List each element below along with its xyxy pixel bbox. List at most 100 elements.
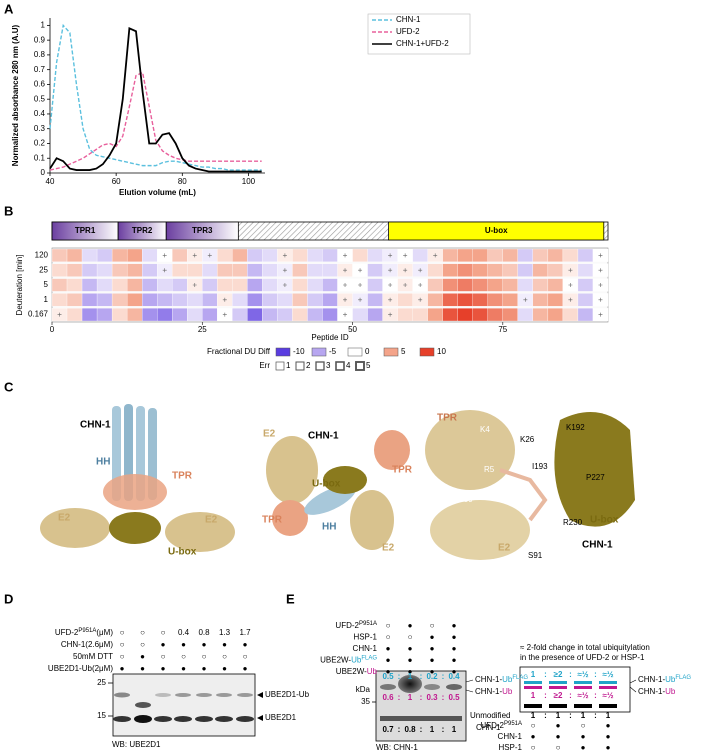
insignificant-mark — [358, 283, 363, 287]
insignificant-mark — [343, 297, 348, 302]
structure-label: K4 — [480, 425, 490, 434]
legend-label: 4 — [346, 361, 351, 370]
lane-symbol: ● — [161, 664, 166, 673]
insignificant-mark — [568, 268, 573, 273]
label-part: CHN-1- — [475, 687, 502, 696]
structure-label: TPR — [172, 471, 193, 482]
label-part: CHN-1(2.6μM) — [61, 640, 114, 649]
heatmap-cell — [126, 248, 143, 262]
legend-label: 5 — [366, 361, 371, 370]
label-part: 50mM DTT — [73, 652, 113, 661]
heatmap-cell — [142, 248, 158, 262]
lane-symbol: ● — [408, 644, 413, 653]
heatmap-cell — [472, 278, 488, 292]
band — [599, 704, 617, 708]
heatmap-cell — [66, 263, 83, 277]
y-tick-label: 1 — [41, 20, 46, 29]
heatmap-cell — [81, 248, 98, 262]
x-tick-label: 100 — [242, 177, 256, 186]
ratio-value: 1 — [408, 672, 413, 681]
row-label: CHN-1 — [353, 644, 378, 653]
label-part: CHN-1- — [638, 675, 665, 684]
lane-symbol: ● — [222, 664, 227, 673]
heatmap-cell — [577, 263, 594, 277]
domain-label: U-box — [485, 226, 508, 235]
blot-label: WB: CHN-1 — [376, 743, 418, 752]
legend-label: CHN-1 — [396, 15, 421, 24]
band-label: CHN-1-Ub — [638, 687, 676, 696]
ratio-value: 1 — [606, 711, 611, 720]
heatmap-cell — [217, 263, 233, 277]
heatmap-cell — [502, 263, 518, 277]
heatmap-cell — [307, 308, 323, 322]
lane-symbol: ● — [452, 633, 457, 642]
legend-label: 0 — [365, 347, 370, 356]
mw-marker: 25 — [97, 678, 106, 687]
heatmap-cell — [577, 293, 594, 307]
structure-label: E2 — [58, 513, 71, 524]
heatmap-cell — [547, 278, 564, 292]
heatmap-cell — [111, 293, 128, 307]
heatmap-cell — [367, 248, 383, 262]
label-part: HSP-1 — [498, 743, 522, 752]
band — [524, 704, 542, 708]
heatmap-cell — [412, 248, 428, 262]
lane-symbol: ● — [606, 743, 611, 752]
ratio-value: 1 — [452, 725, 457, 734]
panel-label: E — [286, 591, 295, 606]
lane-symbol: ● — [120, 664, 125, 673]
legend-title: Fractional DU Diff — [207, 347, 271, 356]
structure-label: R5 — [484, 465, 495, 474]
lane-symbol: ● — [606, 721, 611, 730]
structure-label: S91 — [528, 551, 543, 560]
panel-label: B — [4, 203, 13, 218]
label-part: P951A — [359, 621, 377, 627]
lane-symbol: ○ — [243, 652, 248, 661]
insignificant-mark — [343, 268, 348, 273]
lane-symbol: ● — [452, 656, 457, 665]
heatmap-cell — [51, 263, 68, 277]
band-label: CHN-1-Ub — [475, 687, 513, 696]
heatmap-cell — [502, 278, 518, 292]
x-tick-label: 80 — [178, 177, 187, 186]
structure-label: U-box — [168, 547, 197, 558]
heatmap-cell — [96, 278, 113, 292]
ratio-value: 0.2 — [426, 672, 438, 681]
heatmap-cell — [487, 278, 503, 292]
lane-symbol: ● — [202, 664, 207, 673]
ratio-value: ≈½ — [577, 691, 588, 700]
ratio-separator: : — [398, 672, 401, 681]
heatmap-cell — [322, 248, 338, 262]
ratio-value: 0.3 — [426, 693, 438, 702]
x-axis-title: Elution volume (mL) — [119, 188, 196, 197]
heatmap-cell — [172, 308, 188, 322]
heatmap-cell — [142, 308, 158, 322]
x-tick-label: 40 — [46, 177, 55, 186]
heatmap-cell — [111, 248, 128, 262]
domain-label: TPR2 — [132, 226, 153, 235]
ratio-separator: : — [569, 670, 572, 679]
lane-symbol: ○ — [120, 628, 125, 637]
insignificant-mark — [222, 312, 227, 317]
lane-symbol: ● — [408, 667, 413, 676]
band-arrow — [257, 715, 263, 721]
lane-symbol: ● — [243, 664, 248, 673]
heatmap-cell — [427, 278, 443, 292]
legend-label: 1 — [286, 361, 291, 370]
structure-label: CHN-1 — [308, 431, 339, 442]
band-label: Unmodified — [470, 711, 510, 720]
label-part: UBE2D1-Ub(2μM) — [48, 664, 113, 673]
insignificant-mark — [388, 268, 393, 273]
heatmap-cell — [126, 278, 143, 292]
band — [549, 704, 567, 708]
gel-e — [375, 670, 467, 742]
heatmap-cell — [562, 308, 579, 322]
ratio-separator: : — [594, 691, 597, 700]
heatmap-cell — [247, 308, 263, 322]
band — [574, 686, 592, 689]
ratio-separator: : — [544, 711, 547, 720]
heatmap-cell — [202, 293, 218, 307]
lane-symbol: ○ — [161, 628, 166, 637]
lane-symbol: ○ — [386, 633, 391, 642]
row-label: 1 — [44, 295, 49, 304]
